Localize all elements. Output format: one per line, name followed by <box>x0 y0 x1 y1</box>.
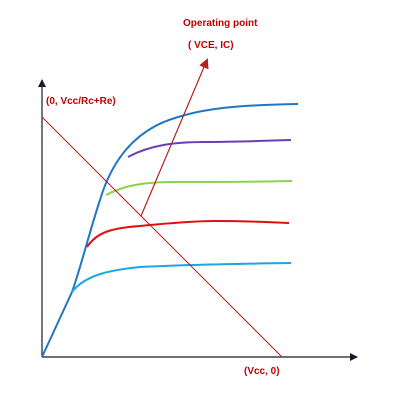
characteristic-curve-5 <box>71 262 292 293</box>
operating-point-label: Operating point <box>183 18 258 29</box>
characteristic-curve-3 <box>105 180 293 196</box>
operating-point-coords: ( VCE, IC) <box>188 40 234 51</box>
load-line <box>41 116 283 358</box>
characteristic-curve-2 <box>127 139 292 158</box>
operating-point-arrow <box>140 58 209 217</box>
x-intercept-label: (Vcc, 0) <box>244 366 280 377</box>
characteristic-curve-1 <box>41 103 299 358</box>
y-intercept-label: (0, Vcc/Rc+Re) <box>46 96 116 107</box>
characteristic-curve-4 <box>86 219 290 248</box>
